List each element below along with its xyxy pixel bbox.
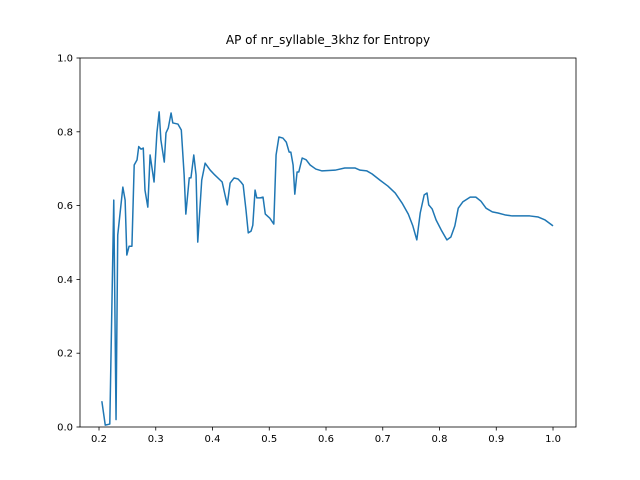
x-tick-label: 0.8 <box>432 434 448 445</box>
y-tick-label: 1.0 <box>57 54 73 65</box>
y-tick-label: 0.8 <box>57 127 73 138</box>
line-series <box>101 111 554 426</box>
y-tick-label: 0.4 <box>57 275 73 286</box>
y-tick-label: 0.6 <box>57 201 73 212</box>
x-tick-label: 0.5 <box>261 434 277 445</box>
x-tick-label: 1.0 <box>545 434 561 445</box>
x-tick-label: 0.3 <box>148 434 164 445</box>
x-tick-label: 0.2 <box>91 434 107 445</box>
x-tick-label: 0.7 <box>375 434 391 445</box>
y-tick-label: 0.0 <box>57 423 73 434</box>
x-tick-label: 0.4 <box>205 434 221 445</box>
x-tick-label: 0.9 <box>488 434 504 445</box>
y-tick-label: 0.2 <box>57 349 73 360</box>
x-tick-label: 0.6 <box>318 434 334 445</box>
plot-frame <box>79 57 577 428</box>
chart-title: AP of nr_syllable_3khz for Entropy <box>226 33 430 47</box>
